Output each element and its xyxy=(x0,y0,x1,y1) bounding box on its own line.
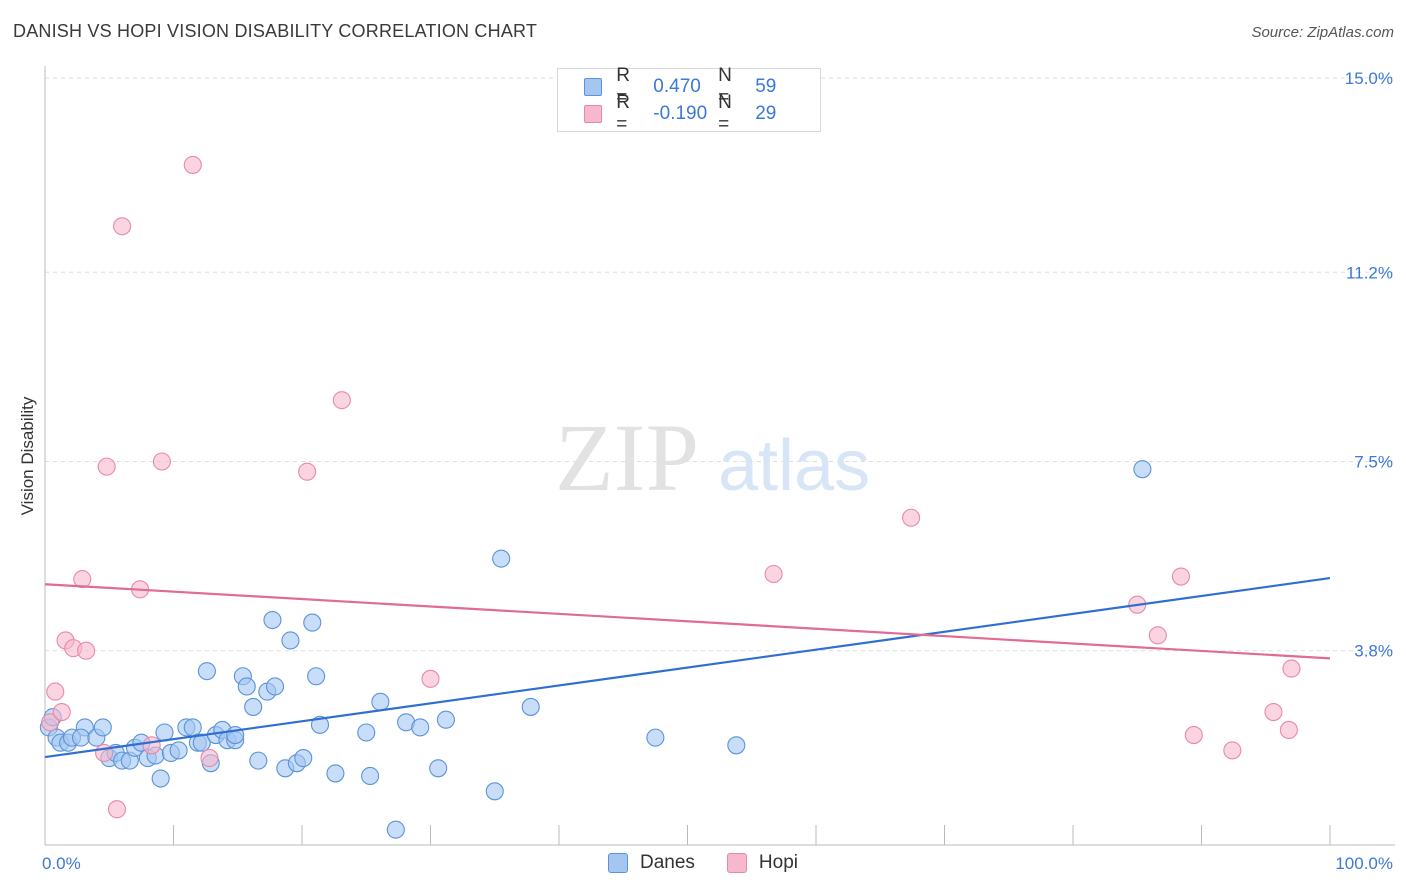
legend-n-value: 59 xyxy=(755,76,777,97)
trend-lines xyxy=(44,576,1331,759)
point-danes xyxy=(281,631,300,650)
point-danes xyxy=(155,723,174,742)
point-danes xyxy=(93,718,112,737)
y-tick-label: 3.8% xyxy=(1354,642,1393,661)
point-hopi xyxy=(142,736,161,755)
point-danes xyxy=(646,728,665,747)
gridlines xyxy=(45,77,1395,652)
point-danes xyxy=(411,718,430,737)
point-danes xyxy=(237,677,256,696)
legend-row-hopi: R = -0.190 N = 29 xyxy=(584,92,820,135)
point-hopi xyxy=(152,452,171,471)
point-danes xyxy=(357,723,376,742)
point-hopi xyxy=(41,713,60,732)
point-hopi xyxy=(97,457,116,476)
point-danes xyxy=(183,718,202,737)
series-legend: Danes Hopi xyxy=(0,852,1406,874)
y-tick-label: 11.2% xyxy=(1346,263,1393,282)
point-danes xyxy=(361,766,380,786)
point-danes xyxy=(1133,460,1152,479)
point-danes xyxy=(169,741,188,760)
watermark-atlas: atlas xyxy=(718,426,870,506)
point-danes xyxy=(303,613,322,632)
point-hopi xyxy=(1282,659,1301,678)
legend-label-danes: Danes xyxy=(640,852,695,873)
point-danes xyxy=(727,736,746,755)
point-danes xyxy=(294,749,313,768)
point-hopi xyxy=(1279,720,1298,740)
stats-legend: R = 0.470 N = 59 R = -0.190 N = 29 xyxy=(557,65,821,135)
legend-item-danes[interactable]: Danes xyxy=(608,852,695,874)
point-hopi xyxy=(421,669,440,688)
trend-line-hopi xyxy=(44,583,1331,660)
axes xyxy=(44,66,1395,846)
source-credit: Source: ZipAtlas.com xyxy=(1251,24,1394,41)
point-danes xyxy=(386,820,405,839)
point-danes xyxy=(310,715,330,734)
point-hopi xyxy=(1184,726,1203,745)
point-hopi xyxy=(46,682,65,701)
legend-n-key: N = xyxy=(718,65,732,108)
point-hopi xyxy=(52,703,71,722)
legend-swatch-hopi xyxy=(584,105,603,123)
legend-n-value: 29 xyxy=(755,103,777,124)
legend-label-hopi: Hopi xyxy=(758,852,798,873)
data-points xyxy=(39,155,1301,839)
legend-r-key: R = xyxy=(616,92,630,135)
point-hopi xyxy=(298,462,317,481)
legend-row-danes: R = 0.470 N = 59 xyxy=(584,65,820,108)
point-danes xyxy=(249,751,268,770)
legend-r-key: R = xyxy=(616,65,630,108)
point-danes xyxy=(436,710,455,729)
point-hopi xyxy=(764,564,783,584)
chart-title: DANISH VS HOPI VISION DISABILITY CORRELA… xyxy=(13,21,538,41)
point-hopi xyxy=(902,508,921,527)
legend-r-value: -0.190 xyxy=(653,103,708,124)
point-danes xyxy=(263,610,282,630)
point-danes xyxy=(326,764,345,783)
legend-r-value: 0.470 xyxy=(653,76,701,97)
legend-item-hopi[interactable]: Hopi xyxy=(726,852,798,874)
point-hopi xyxy=(1148,626,1167,645)
watermark: ZIP atlas xyxy=(555,404,870,511)
point-hopi xyxy=(113,217,132,236)
x-tick-label: 100.0% xyxy=(1335,854,1393,873)
x-tick-label: 0.0% xyxy=(42,854,81,873)
point-danes xyxy=(521,697,540,716)
point-hopi xyxy=(73,570,92,589)
point-danes xyxy=(71,728,91,747)
legend-swatch-danes xyxy=(608,853,628,873)
legend-swatch-hopi xyxy=(726,853,747,873)
legend-swatch-danes xyxy=(584,78,603,96)
point-danes xyxy=(197,662,216,681)
point-hopi xyxy=(200,749,219,768)
point-hopi xyxy=(332,391,351,410)
point-hopi xyxy=(107,800,127,819)
point-hopi xyxy=(1223,741,1242,760)
y-tick-label: 7.5% xyxy=(1354,453,1393,472)
point-hopi xyxy=(77,641,96,660)
y-tick-label: 15.0% xyxy=(1345,69,1393,88)
point-danes xyxy=(492,549,511,568)
legend-n-key: N = xyxy=(718,92,732,135)
point-danes xyxy=(485,782,504,801)
point-hopi xyxy=(1264,703,1283,722)
tick-labels: 3.8% 7.5% 11.2% 15.0% 0.0% 100.0% xyxy=(42,69,1393,873)
point-hopi xyxy=(1171,567,1190,586)
point-danes xyxy=(244,697,263,716)
watermark-zip: ZIP xyxy=(555,404,699,511)
point-danes xyxy=(151,769,170,788)
point-hopi xyxy=(183,155,202,174)
point-danes xyxy=(307,667,326,686)
point-danes xyxy=(371,692,390,711)
trend-line-danes xyxy=(44,576,1331,759)
point-danes xyxy=(265,677,285,696)
point-danes xyxy=(429,759,448,778)
